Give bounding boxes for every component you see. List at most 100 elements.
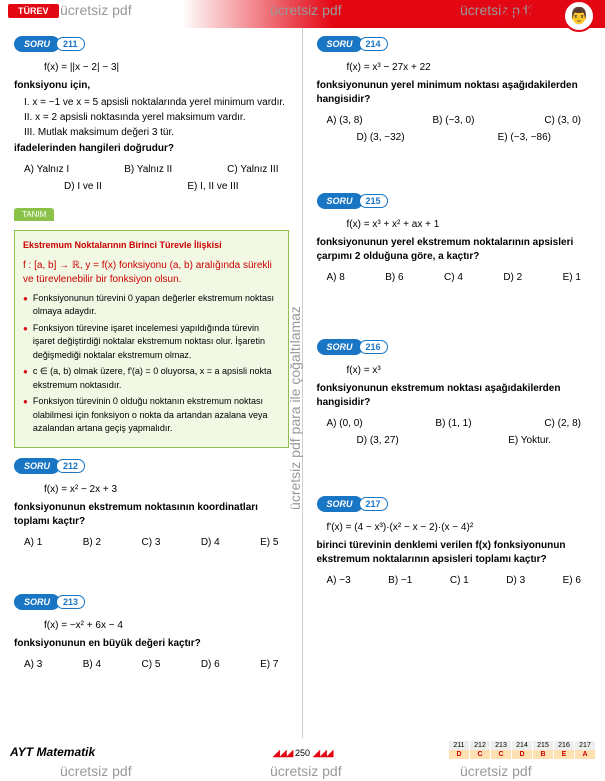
options-row2: D) (3, 27) E) Yoktur.: [317, 435, 592, 446]
option-d[interactable]: D) (3, −32): [357, 132, 405, 143]
footer-title: AYT Matematik: [10, 745, 95, 759]
soru-tag: SORU 217: [317, 496, 388, 512]
option-c[interactable]: C) 3: [142, 537, 161, 548]
options: A) −3 B) −1 C) 1 D) 3 E) 6: [317, 569, 592, 592]
watermark-bottom-2: ücretsiz pdf: [270, 763, 342, 779]
answer-num: 211: [449, 741, 469, 750]
page-number: ◢◢◢ 250 ◢◢◢: [272, 748, 332, 759]
option-c[interactable]: C) Yalnız III: [227, 164, 278, 175]
option-e[interactable]: E) 1: [563, 272, 581, 283]
soru-label: SORU: [317, 36, 363, 52]
option-c[interactable]: C) 1: [450, 575, 469, 586]
ask: fonksiyonunun yerel ekstremum noktaların…: [317, 234, 592, 266]
option-d[interactable]: D) 3: [506, 575, 525, 586]
top-bar: TÜREV ücretsiz pdf ücretsiz pdf ücretsiz…: [0, 0, 605, 28]
footer: AYT Matematik ◢◢◢ 250 ◢◢◢ 211D212C213C21…: [0, 738, 605, 781]
question-214: SORU 214 f(x) = x³ − 27x + 22 fonksiyonu…: [317, 36, 592, 143]
soru-tag: SORU 215: [317, 193, 388, 209]
soru-label: SORU: [14, 458, 60, 474]
answer-letter: B: [533, 750, 553, 759]
option-b[interactable]: B) 2: [83, 537, 101, 548]
option-e[interactable]: E) 5: [260, 537, 278, 548]
answer-cell: 212C: [470, 741, 490, 759]
answer-cell: 211D: [449, 741, 469, 759]
option-d[interactable]: D) 4: [201, 537, 220, 548]
soru-tag: SORU 213: [14, 594, 85, 610]
option-e[interactable]: E) 6: [563, 575, 581, 586]
option-e[interactable]: E) 7: [260, 659, 278, 670]
option-c[interactable]: C) 5: [142, 659, 161, 670]
option-c[interactable]: C) 4: [444, 272, 463, 283]
option-a[interactable]: A) (3, 8): [327, 115, 363, 126]
ask: fonksiyonunun en büyük değeri kaçtır?: [14, 635, 289, 653]
option-a[interactable]: A) Yalnız I: [24, 164, 69, 175]
formula: f(x) = x³ + x² + ax + 1: [317, 215, 592, 234]
option-b[interactable]: B) (−3, 0): [432, 115, 474, 126]
tanim-tab: TANIM: [14, 208, 54, 221]
option-a[interactable]: A) −3: [327, 575, 351, 586]
answer-cell: 213C: [491, 741, 511, 759]
soru-number: 214: [359, 37, 388, 51]
options: A) 3 B) 4 C) 5 D) 6 E) 7: [14, 653, 289, 676]
soru-number: 216: [359, 340, 388, 354]
question-216: SORU 216 f(x) = x³ fonksiyonunun ekstrem…: [317, 339, 592, 446]
soru-tag: SORU 216: [317, 339, 388, 355]
soru-label: SORU: [317, 193, 363, 209]
formula: f'(x) = (4 − x³)·(x² − x − 2)·(x − 4)²: [317, 518, 592, 537]
option-b[interactable]: B) (1, 1): [435, 418, 471, 429]
question-217: SORU 217 f'(x) = (4 − x³)·(x² − x − 2)·(…: [317, 496, 592, 592]
watermark-top-1: ücretsiz pdf: [60, 2, 132, 18]
intro: fonksiyonu için,: [14, 77, 289, 95]
option-d[interactable]: D) (3, 27): [357, 435, 399, 446]
answer-num: 214: [512, 741, 532, 750]
watermark-bottom-1: ücretsiz pdf: [60, 763, 132, 779]
option-a[interactable]: A) 1: [24, 537, 42, 548]
formula: f(x) = x³ − 27x + 22: [317, 58, 592, 77]
formula: f(x) = x³: [317, 361, 592, 380]
page: TÜREV ücretsiz pdf ücretsiz pdf ücretsiz…: [0, 0, 605, 781]
option-d[interactable]: D) 6: [201, 659, 220, 670]
formula: f(x) = x² − 2x + 3: [14, 480, 289, 499]
option-a[interactable]: A) 3: [24, 659, 42, 670]
question-211: SORU 211 f(x) = ||x − 2| − 3| fonksiyonu…: [14, 36, 289, 192]
ask: fonksiyonunun ekstremum noktasının koord…: [14, 499, 289, 531]
soru-number: 211: [56, 37, 85, 51]
option-d[interactable]: D) I ve II: [64, 181, 102, 192]
option-a[interactable]: A) 8: [327, 272, 345, 283]
option-b[interactable]: B) 6: [385, 272, 403, 283]
options-row1: A) (0, 0) B) (1, 1) C) (2, 8): [317, 412, 592, 435]
option-b[interactable]: B) Yalnız II: [124, 164, 172, 175]
soru-number: 217: [359, 497, 388, 511]
info-box: Ekstremum Noktalarının Birinci Türevle İ…: [14, 230, 289, 448]
option-b[interactable]: B) 4: [83, 659, 101, 670]
ask: birinci türevinin denklemi verilen f(x) …: [317, 537, 592, 569]
options-row1: A) Yalnız I B) Yalnız II C) Yalnız III: [14, 158, 289, 181]
soru-number: 213: [56, 595, 85, 609]
soru-tag: SORU 212: [14, 458, 85, 474]
answer-letter: C: [491, 750, 511, 759]
answer-letter: E: [554, 750, 574, 759]
deco-left-icon: ◢◢◢: [272, 748, 292, 759]
bullet-4: Fonksiyon türevinin 0 olduğu noktanın ek…: [23, 395, 280, 436]
option-b[interactable]: B) −1: [388, 575, 412, 586]
option-e[interactable]: E) Yoktur.: [508, 435, 551, 446]
option-e[interactable]: E) I, II ve III: [187, 181, 238, 192]
option-d[interactable]: D) 2: [503, 272, 522, 283]
answer-letter: D: [512, 750, 532, 759]
item-2: II. x = 2 apsisli noktasında yerel maksi…: [14, 110, 289, 125]
question-213: SORU 213 f(x) = −x² + 6x − 4 fonksiyonun…: [14, 594, 289, 676]
formula: f(x) = ||x − 2| − 3|: [14, 58, 289, 77]
soru-label: SORU: [317, 496, 363, 512]
ask: fonksiyonunun yerel minimum noktası aşağ…: [317, 77, 592, 109]
soru-label: SORU: [317, 339, 363, 355]
answer-num: 213: [491, 741, 511, 750]
bullet-2: Fonksiyon türevine işaret incelemesi yap…: [23, 322, 280, 363]
option-a[interactable]: A) (0, 0): [327, 418, 363, 429]
option-c[interactable]: C) (3, 0): [544, 115, 581, 126]
soru-tag: SORU 211: [14, 36, 85, 52]
answer-cell: 216E: [554, 741, 574, 759]
answer-key: 211D212C213C214D215B216E217A: [449, 741, 595, 759]
option-c[interactable]: C) (2, 8): [544, 418, 581, 429]
option-e[interactable]: E) (−3, −86): [498, 132, 551, 143]
bullet-1: Fonksiyonunun türevini 0 yapan değerler …: [23, 292, 280, 319]
